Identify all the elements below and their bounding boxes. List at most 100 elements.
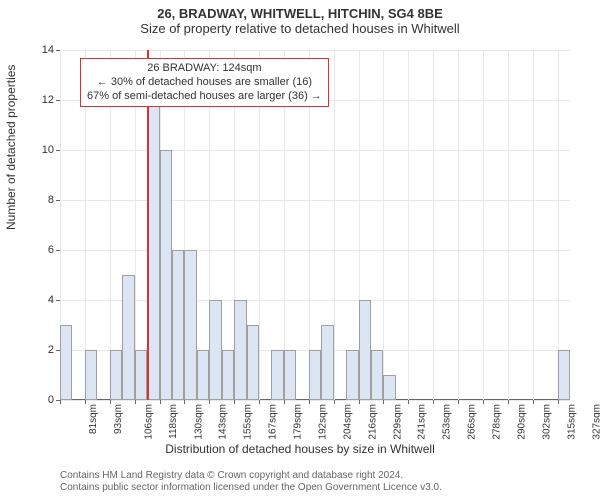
xtick-label: 93sqm <box>113 404 124 434</box>
histogram-bar <box>321 325 333 400</box>
histogram-bar <box>60 325 72 400</box>
title-line1: 26, BRADWAY, WHITWELL, HITCHIN, SG4 8BE <box>0 6 600 21</box>
histogram-bar <box>135 350 147 400</box>
histogram-bar <box>309 350 321 400</box>
histogram-bar <box>184 250 196 400</box>
xtick-label: 143sqm <box>218 404 229 440</box>
xtick-mark <box>458 400 459 404</box>
histogram-bar <box>222 350 234 400</box>
xtick-label: 118sqm <box>167 404 178 439</box>
footer-line2: Contains public sector information licen… <box>60 482 442 494</box>
ytick-label: 0 <box>30 394 54 406</box>
grid-line-v <box>458 50 459 400</box>
grid-line-h <box>60 150 570 151</box>
ytick-label: 6 <box>30 244 54 256</box>
grid-line-v <box>334 50 335 400</box>
histogram-bar <box>284 350 296 400</box>
xtick-label: 229sqm <box>392 404 403 440</box>
xtick-label: 315sqm <box>566 404 577 440</box>
grid-line-v <box>533 50 534 400</box>
xtick-mark <box>558 400 559 404</box>
xtick-mark <box>533 400 534 404</box>
grid-line-h <box>60 250 570 251</box>
grid-line-h <box>60 400 570 401</box>
grid-line-v <box>558 50 559 400</box>
histogram-bar <box>172 250 184 400</box>
xtick-mark <box>60 400 61 404</box>
xtick-label: 106sqm <box>143 404 154 440</box>
histogram-bar <box>371 350 383 400</box>
histogram-bar <box>359 300 371 400</box>
xtick-mark <box>334 400 335 404</box>
xtick-mark <box>209 400 210 404</box>
xtick-label: 167sqm <box>268 404 279 440</box>
xtick-label: 204sqm <box>342 404 353 440</box>
grid-line-v <box>433 50 434 400</box>
title-line2: Size of property relative to detached ho… <box>0 21 600 36</box>
ytick-label: 14 <box>30 44 54 56</box>
ytick-label: 10 <box>30 144 54 156</box>
xtick-label: 290sqm <box>517 404 528 440</box>
histogram-bar <box>271 350 283 400</box>
xtick-mark <box>483 400 484 404</box>
xtick-mark <box>259 400 260 404</box>
xtick-label: 216sqm <box>367 404 378 440</box>
grid-line-v <box>408 50 409 400</box>
grid-line-h <box>60 200 570 201</box>
xtick-label: 192sqm <box>317 404 328 440</box>
y-axis-label: Number of detached properties <box>4 65 18 230</box>
histogram-bar <box>346 350 358 400</box>
chart-title-block: 26, BRADWAY, WHITWELL, HITCHIN, SG4 8BE … <box>0 0 600 36</box>
grid-line-v <box>483 50 484 400</box>
xtick-label: 130sqm <box>193 404 204 440</box>
xtick-label: 278sqm <box>492 404 503 440</box>
histogram-bar <box>247 325 259 400</box>
xtick-mark <box>309 400 310 404</box>
grid-line-v <box>508 50 509 400</box>
xtick-mark <box>383 400 384 404</box>
xtick-label: 179sqm <box>293 404 304 440</box>
xtick-label: 253sqm <box>442 404 453 440</box>
histogram-bar <box>209 300 221 400</box>
footer-attribution: Contains HM Land Registry data © Crown c… <box>60 470 442 494</box>
xtick-label: 81sqm <box>88 404 99 434</box>
histogram-bar <box>558 350 570 400</box>
annotation-line: 26 BRADWAY: 124sqm <box>87 62 322 76</box>
histogram-bar <box>197 350 209 400</box>
histogram-bar <box>122 275 134 400</box>
xtick-mark <box>110 400 111 404</box>
xtick-mark <box>135 400 136 404</box>
histogram-bar <box>234 300 246 400</box>
xtick-mark <box>433 400 434 404</box>
histogram-bar <box>85 350 97 400</box>
xtick-mark <box>284 400 285 404</box>
ytick-label: 8 <box>30 194 54 206</box>
xtick-label: 327sqm <box>591 404 600 440</box>
footer-line1: Contains HM Land Registry data © Crown c… <box>60 470 442 482</box>
xtick-mark <box>359 400 360 404</box>
grid-line-v <box>383 50 384 400</box>
xtick-label: 241sqm <box>417 404 428 440</box>
histogram-plot: 0246810121481sqm93sqm106sqm118sqm130sqm1… <box>60 50 570 400</box>
histogram-bar <box>383 375 395 400</box>
xtick-label: 302sqm <box>541 404 552 440</box>
ytick-label: 4 <box>30 294 54 306</box>
grid-line-h <box>60 300 570 301</box>
xtick-mark <box>184 400 185 404</box>
xtick-mark <box>508 400 509 404</box>
histogram-bar <box>110 350 122 400</box>
x-axis-label: Distribution of detached houses by size … <box>0 442 600 456</box>
annotation-box: 26 BRADWAY: 124sqm← 30% of detached hous… <box>80 58 329 107</box>
xtick-mark <box>85 400 86 404</box>
ytick-label: 2 <box>30 344 54 356</box>
xtick-label: 155sqm <box>243 404 254 440</box>
histogram-bar <box>160 150 172 400</box>
ytick-label: 12 <box>30 94 54 106</box>
annotation-line: 67% of semi-detached houses are larger (… <box>87 90 322 104</box>
xtick-label: 266sqm <box>467 404 478 440</box>
xtick-mark <box>160 400 161 404</box>
grid-line-h <box>60 50 570 51</box>
xtick-mark <box>408 400 409 404</box>
xtick-mark <box>234 400 235 404</box>
annotation-line: ← 30% of detached houses are smaller (16… <box>87 76 322 90</box>
